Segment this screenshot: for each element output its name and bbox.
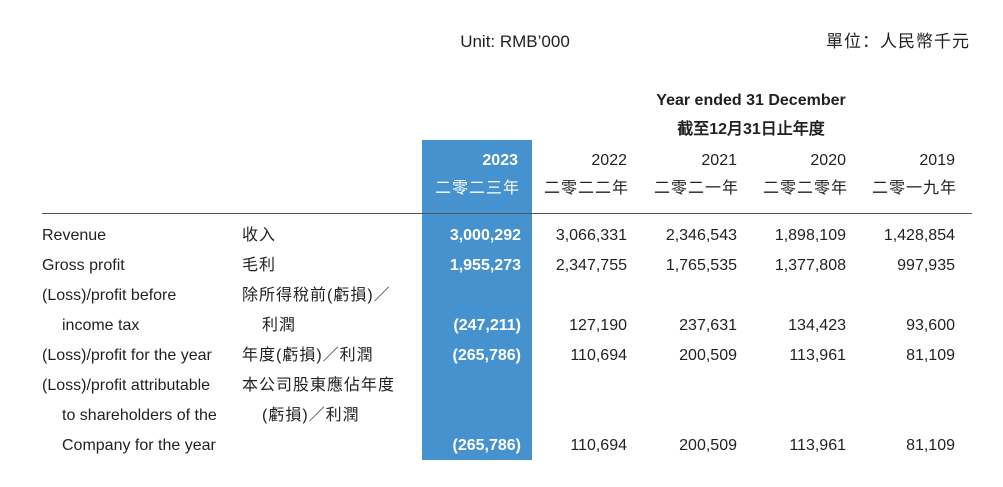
row-label-en: Company for the year: [62, 437, 216, 454]
cell-value: (265,786): [452, 347, 522, 364]
column-year: 2020: [810, 152, 846, 169]
row-label-en: Gross profit: [42, 257, 125, 274]
row-label-zh: 毛利: [242, 257, 277, 274]
row-label-en: income tax: [62, 317, 140, 334]
row-label-zh: 利潤: [262, 317, 297, 334]
cell-value: 2,346,543: [665, 227, 737, 244]
group-title-en: Year ended 31 December: [656, 92, 846, 109]
cell-value: 997,935: [897, 257, 955, 274]
cell-value: 110,694: [570, 437, 627, 454]
header-rule: [42, 213, 972, 214]
column-year-zh: 二零二零年: [762, 180, 848, 197]
row-label-en: to shareholders of the: [62, 407, 217, 424]
column-year: 2022: [591, 152, 627, 169]
column-year-zh: 二零一九年: [871, 180, 957, 197]
row-label-en: (Loss)/profit for the year: [42, 347, 212, 364]
cell-value: 1,428,854: [883, 227, 955, 244]
cell-value: 113,961: [789, 437, 846, 454]
cell-value: (247,211): [453, 317, 521, 334]
column-year: 2021: [701, 152, 737, 169]
row-label-zh: 除所得稅前(虧損)／: [242, 287, 391, 304]
row-label-zh: 本公司股東應佔年度: [242, 377, 396, 394]
cell-value: 93,600: [906, 317, 955, 334]
cell-value: 134,423: [788, 317, 846, 334]
highlight-column: [422, 140, 532, 460]
column-year-zh: 二零二一年: [653, 180, 739, 197]
row-label-zh: 收入: [242, 227, 277, 244]
cell-value: 1,898,109: [774, 227, 846, 244]
cell-value: 127,190: [569, 317, 627, 334]
cell-value: 2,347,755: [555, 257, 627, 274]
row-label-zh: (虧損)／利潤: [262, 407, 360, 424]
cell-value: 3,066,331: [555, 227, 627, 244]
column-year-zh: 二零二二年: [543, 180, 629, 197]
cell-value: 200,509: [679, 347, 737, 364]
group-title-zh: 截至12月31日止年度: [677, 121, 825, 138]
unit-zh: 單位：人民幣千元: [826, 32, 970, 51]
cell-value: (265,786): [452, 437, 522, 454]
row-label-en: Revenue: [42, 227, 107, 244]
cell-value: 81,109: [906, 347, 955, 364]
row-label-zh: 年度(虧損)／利潤: [242, 347, 374, 364]
row-label-en: (Loss)/profit attributable: [42, 377, 211, 394]
cell-value: 200,509: [679, 437, 737, 454]
row-label-en: (Loss)/profit before: [42, 287, 177, 304]
unit-en: Unit: RMB’000: [460, 32, 570, 51]
column-year: 2023: [482, 152, 518, 169]
cell-value: 1,955,273: [449, 257, 521, 274]
cell-value: 81,109: [906, 437, 955, 454]
cell-value: 1,765,535: [665, 257, 737, 274]
cell-value: 113,961: [789, 347, 846, 364]
cell-value: 1,377,808: [774, 257, 846, 274]
cell-value: 3,000,292: [449, 227, 521, 244]
column-year: 2019: [919, 152, 955, 169]
column-year-zh: 二零二三年: [434, 180, 520, 197]
cell-value: 110,694: [570, 347, 627, 364]
cell-value: 237,631: [679, 317, 737, 334]
